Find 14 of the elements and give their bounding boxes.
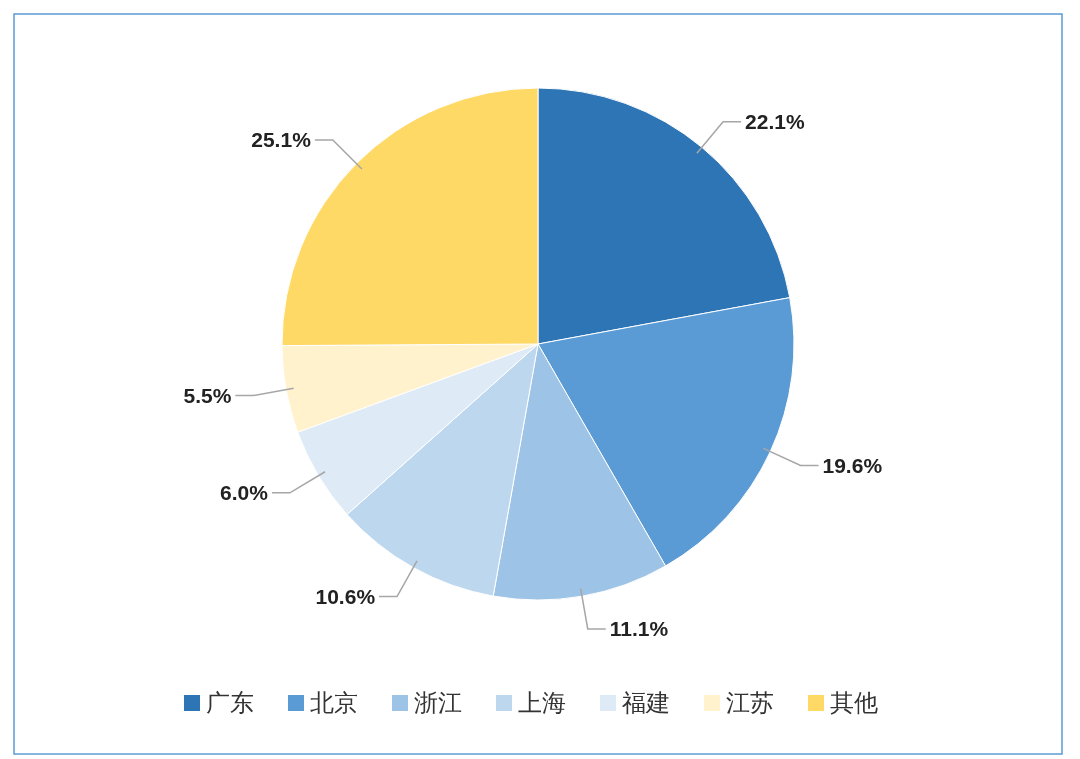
- data-label: 22.1%: [745, 110, 805, 134]
- data-label: 5.5%: [183, 383, 232, 407]
- legend-label: 北京: [310, 689, 358, 718]
- data-label: 11.1%: [609, 617, 669, 641]
- legend-label: 江苏: [726, 689, 774, 718]
- data-label: 10.6%: [315, 584, 376, 608]
- legend-label: 上海: [518, 689, 566, 718]
- legend-label: 浙江: [414, 689, 462, 718]
- legend-label: 其他: [830, 689, 878, 718]
- legend-label: 福建: [622, 689, 670, 718]
- legend-label: 广东: [206, 689, 254, 718]
- data-label: 25.1%: [251, 128, 312, 152]
- data-label: 6.0%: [220, 481, 269, 505]
- data-label: 19.6%: [822, 453, 883, 477]
